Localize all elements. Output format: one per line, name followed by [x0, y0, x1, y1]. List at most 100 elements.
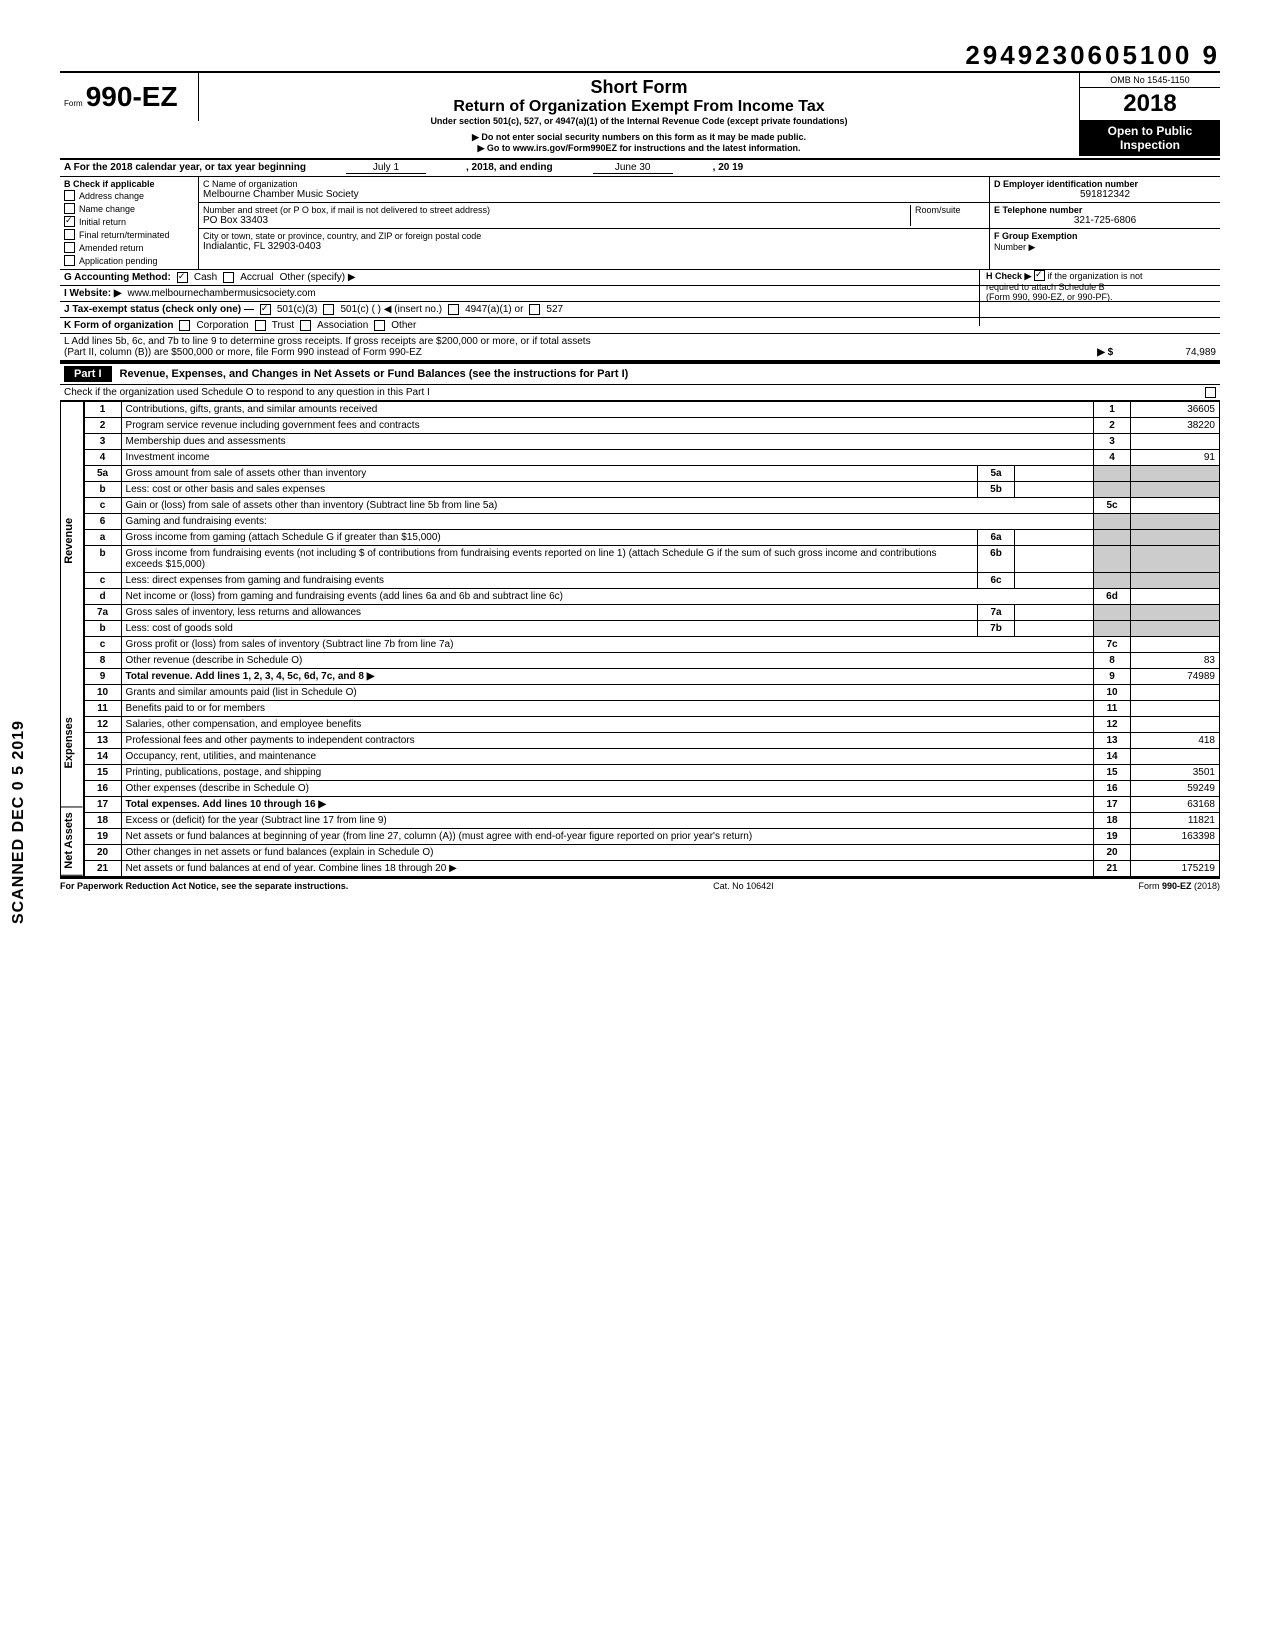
line-mid-num: 5a	[978, 466, 1015, 482]
line-right-num	[1094, 605, 1131, 621]
line-right-num	[1094, 621, 1131, 637]
accrual-checkbox[interactable]	[223, 272, 234, 283]
line-right-val: 59249	[1131, 781, 1220, 797]
line-desc: Occupancy, rent, utilities, and maintena…	[121, 749, 1093, 765]
b-checkbox-4[interactable]	[64, 242, 75, 253]
b-item-1: Name change	[79, 204, 135, 214]
line-mid-num: 6a	[978, 530, 1015, 546]
k-assoc-checkbox[interactable]	[300, 320, 311, 331]
omb-number: OMB No 1545-1150	[1080, 73, 1220, 88]
line-right-val	[1131, 621, 1220, 637]
b-item-4: Amended return	[79, 243, 144, 253]
b-item-0: Address change	[79, 191, 144, 201]
h-checkbox[interactable]	[1034, 270, 1045, 281]
line-right-val: 83	[1131, 653, 1220, 669]
lines-table: 1Contributions, gifts, grants, and simil…	[84, 401, 1220, 877]
line-right-val	[1131, 685, 1220, 701]
line-right-val	[1131, 845, 1220, 861]
line-right-num	[1094, 482, 1131, 498]
line-num: 3	[84, 434, 121, 450]
public-line2: Inspection	[1084, 138, 1216, 152]
line-mid-val	[1015, 482, 1094, 498]
line-desc: Contributions, gifts, grants, and simila…	[121, 402, 1093, 418]
line-right-val	[1131, 466, 1220, 482]
b-header: B Check if applicable	[64, 179, 194, 189]
cash-checkbox[interactable]	[177, 272, 188, 283]
line-num: 16	[84, 781, 121, 797]
line-num: 19	[84, 829, 121, 845]
i-label: I Website: ▶	[64, 288, 122, 299]
line-num: 20	[84, 845, 121, 861]
line-desc: Gross sales of inventory, less returns a…	[121, 605, 977, 621]
part-i-title: Revenue, Expenses, and Changes in Net As…	[120, 368, 629, 380]
c-city-label: City or town, state or province, country…	[203, 231, 985, 241]
tax-year-begin: July 1	[346, 162, 426, 174]
line-right-val	[1131, 717, 1220, 733]
scanned-stamp: SCANNED DEC 0 5 2019	[10, 720, 28, 924]
line-right-val: 63168	[1131, 797, 1220, 813]
b-checkbox-1[interactable]	[64, 203, 75, 214]
line-num: 5a	[84, 466, 121, 482]
j-opt0: 501(c)(3)	[277, 304, 318, 315]
b-checkbox-0[interactable]	[64, 190, 75, 201]
line-desc: Gross profit or (loss) from sales of inv…	[121, 637, 1093, 653]
room-suite-label: Room/suite	[910, 205, 985, 226]
b-checkbox-5[interactable]	[64, 255, 75, 266]
line-right-val	[1131, 498, 1220, 514]
form-warn: ▶ Do not enter social security numbers o…	[207, 132, 1071, 143]
line-right-num: 7c	[1094, 637, 1131, 653]
netassets-label: Net Assets	[61, 807, 83, 876]
line-mid-val	[1015, 573, 1094, 589]
line-num: 15	[84, 765, 121, 781]
ein-value: 591812342	[994, 189, 1216, 200]
public-line1: Open to Public	[1084, 124, 1216, 138]
line-desc: Net assets or fund balances at beginning…	[121, 829, 1093, 845]
part-i-label: Part I	[64, 366, 112, 382]
line-right-val: 11821	[1131, 813, 1220, 829]
l-arrow: ▶ $	[1097, 347, 1113, 358]
b-checkbox-3[interactable]	[64, 229, 75, 240]
b-item-2: Initial return	[79, 217, 126, 227]
line-right-val	[1131, 749, 1220, 765]
expenses-label: Expenses	[61, 679, 83, 807]
line-desc: Gross income from gaming (attach Schedul…	[121, 530, 977, 546]
k-other-checkbox[interactable]	[374, 320, 385, 331]
j-501c-checkbox[interactable]	[323, 304, 334, 315]
line-desc: Gaming and fundraising events:	[121, 514, 1093, 530]
j-501c3-checkbox[interactable]	[260, 304, 271, 315]
j-4947-checkbox[interactable]	[448, 304, 459, 315]
h-text: if the organization is not	[1047, 271, 1142, 281]
line-mid-num: 7a	[978, 605, 1015, 621]
line-right-val	[1131, 530, 1220, 546]
part-i-checkbox[interactable]	[1205, 387, 1216, 398]
org-address: PO Box 33403	[203, 215, 910, 226]
line-right-val	[1131, 546, 1220, 573]
line-num: 14	[84, 749, 121, 765]
line-desc: Other revenue (describe in Schedule O)	[121, 653, 1093, 669]
j-527-checkbox[interactable]	[529, 304, 540, 315]
k-opt2: Association	[317, 320, 368, 331]
h-text2: required to attach Schedule B	[986, 282, 1105, 292]
k-corp-checkbox[interactable]	[179, 320, 190, 331]
f-label2: Number ▶	[994, 242, 1035, 252]
website-value: www.melbournechambermusicsociety.com	[128, 288, 316, 299]
b-checkbox-2[interactable]	[64, 216, 75, 227]
k-label: K Form of organization	[64, 320, 173, 331]
line-right-num: 16	[1094, 781, 1131, 797]
line-right-val	[1131, 637, 1220, 653]
accrual-label: Accrual	[240, 272, 273, 283]
k-trust-checkbox[interactable]	[255, 320, 266, 331]
line-right-num: 21	[1094, 861, 1131, 877]
line-mid-num: 6c	[978, 573, 1015, 589]
col-b: B Check if applicable Address change Name…	[60, 177, 199, 269]
line-desc: Professional fees and other payments to …	[121, 733, 1093, 749]
form-subtitle: Return of Organization Exempt From Incom…	[207, 98, 1071, 116]
part-i-check-text: Check if the organization used Schedule …	[64, 387, 430, 398]
line-desc: Total revenue. Add lines 1, 2, 3, 4, 5c,…	[121, 669, 1093, 685]
line-right-num: 10	[1094, 685, 1131, 701]
form-prefix: Form	[64, 99, 83, 108]
row-a-label: A For the 2018 calendar year, or tax yea…	[64, 162, 306, 174]
line-right-num	[1094, 530, 1131, 546]
tax-year-end: June 30	[593, 162, 673, 174]
line-desc: Net income or (loss) from gaming and fun…	[121, 589, 1093, 605]
